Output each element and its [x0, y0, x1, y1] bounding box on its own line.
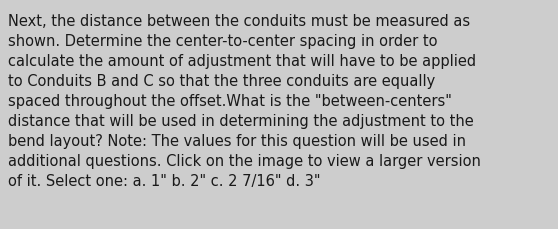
Text: Next, the distance between the conduits must be measured as
shown. Determine the: Next, the distance between the conduits …: [8, 14, 481, 188]
